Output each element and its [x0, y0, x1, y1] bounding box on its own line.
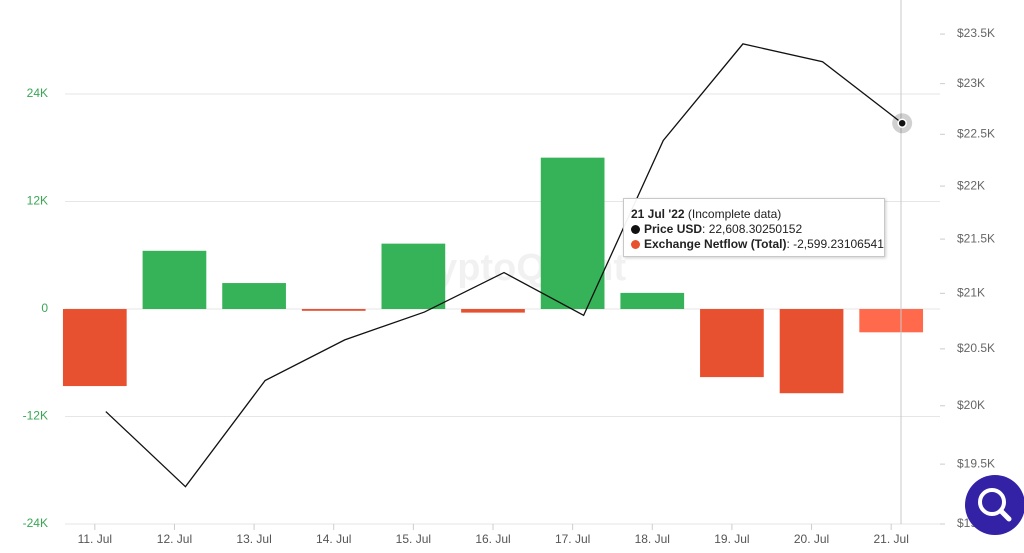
y-tick-label: 24K — [27, 86, 48, 100]
y2-tick-label: $23.5K — [957, 26, 995, 40]
tooltip-value: 22,608.30250152 — [702, 222, 802, 236]
y-tick-label: -24K — [23, 516, 48, 530]
tooltip-title: 21 Jul '22 — [631, 207, 685, 221]
y-tick-label: -12K — [23, 409, 48, 423]
bar — [301, 309, 366, 311]
y2-tick-label: $21.5K — [957, 231, 995, 245]
legend-dot — [631, 240, 640, 249]
labels: -24K-12K012K24K$19K$19.5K$20K$20.5K$21K$… — [23, 26, 995, 546]
y2-tick-label: $19.5K — [957, 456, 995, 470]
legend-dot — [631, 225, 640, 234]
x-tick-label: 12. Jul — [157, 532, 192, 546]
y2-tick-label: $21K — [957, 285, 985, 299]
tooltip: 21 Jul '22 (Incomplete data) Price USD22… — [623, 198, 885, 257]
x-tick-label: 14. Jul — [316, 532, 351, 546]
x-tick-label: 15. Jul — [396, 532, 431, 546]
bar — [62, 309, 127, 387]
y2-tick-label: $20K — [957, 398, 985, 412]
search-button[interactable] — [965, 475, 1024, 535]
tooltip-subtitle: (Incomplete data) — [687, 207, 782, 221]
search-icon-handle — [998, 508, 1012, 522]
x-tick-label: 20. Jul — [794, 532, 829, 546]
bar — [700, 309, 764, 378]
bar — [779, 309, 844, 394]
series-name: Price USD — [644, 222, 703, 236]
y2-tick-label: $20.5K — [957, 341, 995, 355]
y2-tick-label: $23K — [957, 76, 985, 90]
bar — [381, 243, 446, 310]
x-tick-label: 19. Jul — [714, 532, 749, 546]
y2-tick-label: $22.5K — [957, 126, 995, 140]
price-line — [105, 43, 903, 488]
tooltip-value: -2,599.23106541 — [786, 237, 883, 251]
y-tick-label: 0 — [41, 301, 48, 315]
tooltip-row: Exchange Netflow (Total)-2,599.23106541 — [631, 237, 884, 252]
search-icon — [978, 488, 1006, 516]
x-tick-label: 21. Jul — [874, 532, 909, 546]
hover-point — [897, 118, 907, 128]
search-button-bg[interactable] — [965, 475, 1024, 535]
bars — [62, 157, 924, 394]
bar — [540, 157, 605, 310]
series-name: Exchange Netflow (Total) — [644, 237, 787, 251]
x-tick-label: 16. Jul — [475, 532, 510, 546]
bar — [142, 250, 207, 310]
x-tick-label: 18. Jul — [635, 532, 670, 546]
x-tick-label: 17. Jul — [555, 532, 590, 546]
y2-tick-label: $22K — [957, 178, 985, 192]
y-tick-label: 12K — [27, 194, 48, 208]
bar — [461, 309, 525, 313]
x-tick-label: 13. Jul — [236, 532, 271, 546]
bar — [222, 283, 286, 310]
bar — [859, 309, 924, 333]
tooltip-header: 21 Jul '22 (Incomplete data) — [631, 207, 876, 222]
tooltip-row: Price USD22,608.30250152 — [631, 222, 876, 237]
bar — [620, 292, 685, 310]
lines — [105, 43, 913, 488]
x-tick-label: 11. Jul — [78, 532, 112, 546]
